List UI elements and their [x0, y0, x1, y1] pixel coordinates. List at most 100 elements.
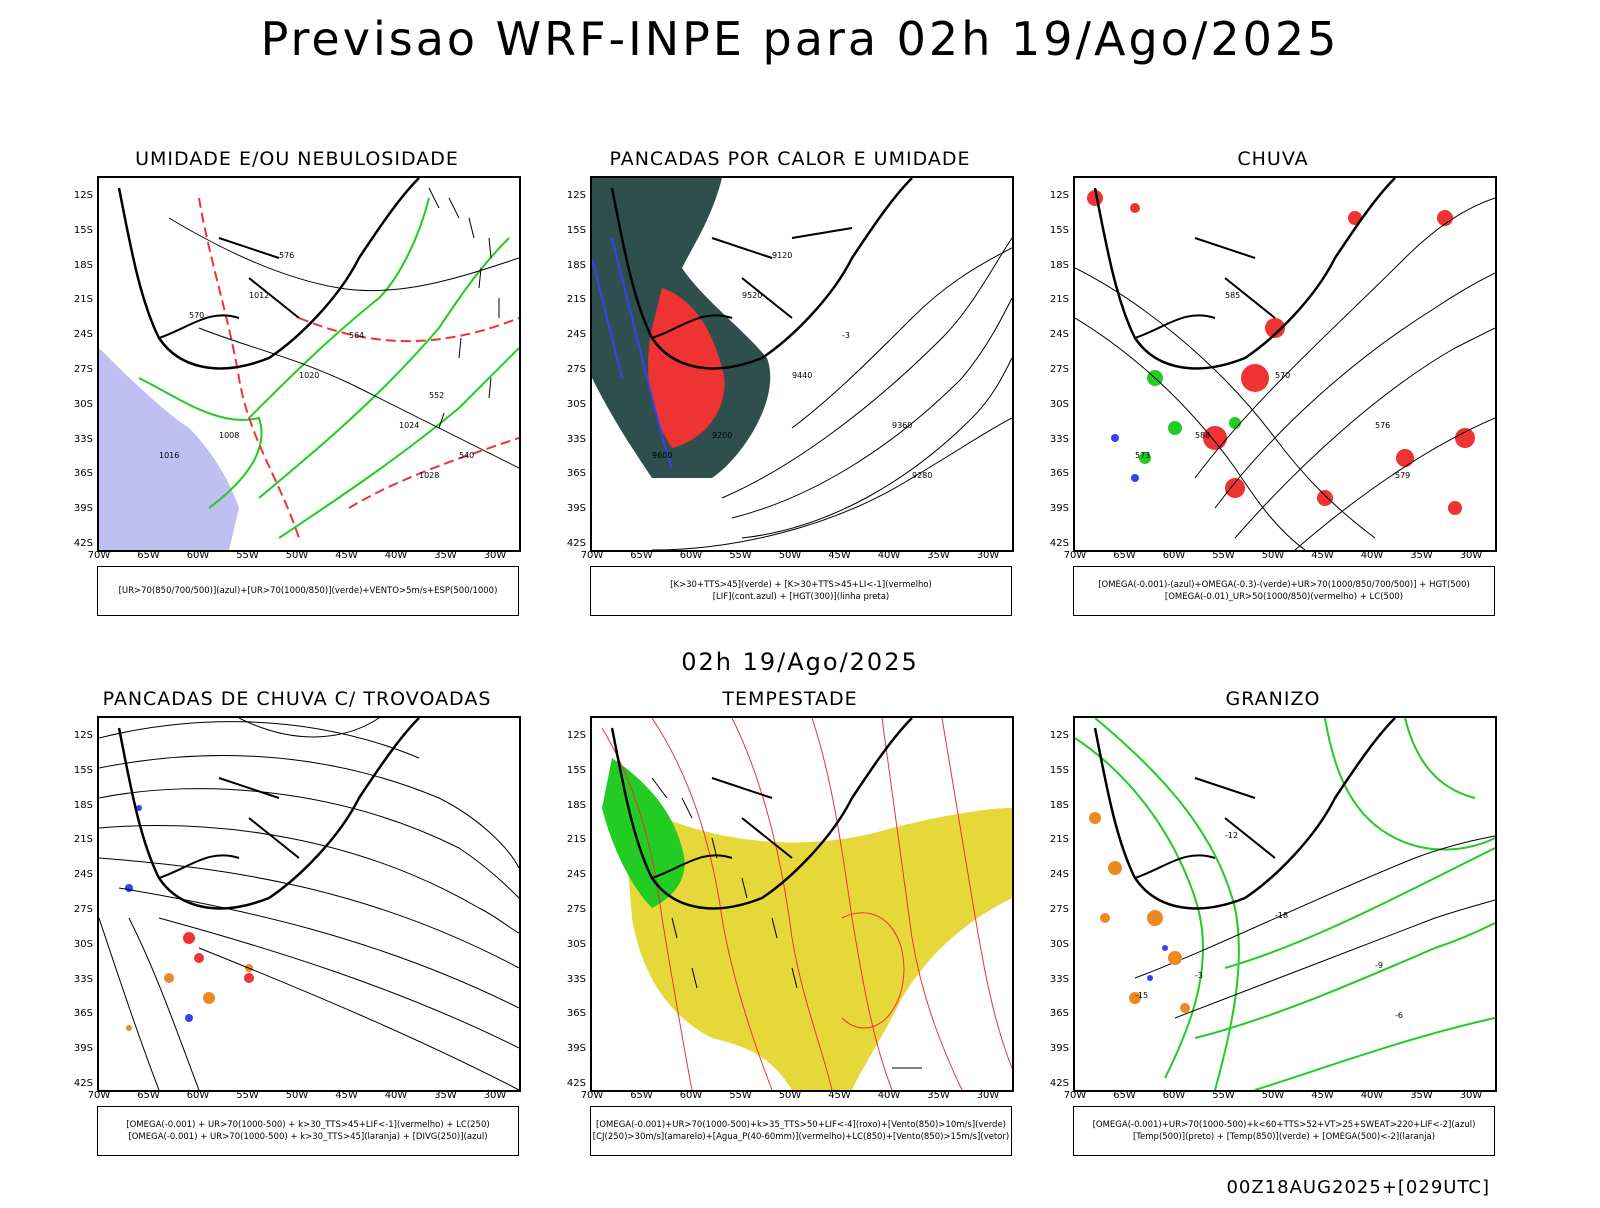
- contour-label: 1024: [399, 421, 419, 430]
- hgt-contour: [1234, 327, 1495, 539]
- red-area: [648, 288, 725, 448]
- longitude-tick-label: 70W: [1063, 1090, 1087, 1101]
- blue-rain-patches: [1111, 434, 1139, 482]
- hgt-contour: [1194, 197, 1495, 479]
- panel-pancadas-calor: PANCADAS POR CALOR E UMIDADE 9520 9600 944…: [560, 148, 1020, 668]
- panel-umidade: UMIDADE E/OU NEBULOSIDADE 1012 1016 1020 10…: [67, 148, 527, 668]
- longitude-tick-label: 45W: [335, 550, 358, 561]
- contour-label: 576: [279, 251, 294, 260]
- legend: [OMEGA(-0.001)+UR>70(1000-500)+k<60+TTS>…: [1073, 1106, 1495, 1156]
- legend: [OMEGA(-0.001)+UR>70(1000-500)+k>35_TTS>…: [590, 1106, 1012, 1156]
- latitude-tick-label: 24S: [566, 329, 586, 341]
- latitude-tick-label: 39S: [1049, 1043, 1069, 1055]
- panel-title: UMIDADE E/OU NEBULOSIDADE: [135, 148, 459, 170]
- contour-label: 588: [1195, 431, 1210, 440]
- latitude-tick-label: 33S: [566, 973, 586, 985]
- latitude-tick-label: 42S: [73, 1078, 93, 1089]
- latitude-tick-label: 27S: [566, 904, 586, 915]
- hgt-contour: [721, 237, 1012, 499]
- map-granizo-svg: -12 -15 -18 -9 -6 -3: [1075, 718, 1495, 1090]
- contour-label: 540: [459, 451, 474, 460]
- legend: [K>30+TTS>45](verde) + [K>30+TTS>45+LI<-…: [590, 566, 1012, 616]
- latitude-tick-label: 24S: [73, 869, 93, 881]
- longitude-tick-label: 45W: [1311, 1090, 1334, 1101]
- latitude-tick-label: 39S: [1049, 503, 1069, 515]
- contour-label: 576: [1375, 421, 1390, 430]
- latitude-tick-label: 15S: [1049, 764, 1069, 776]
- latitude-tick-label: 33S: [73, 973, 93, 985]
- contour-label: 570: [1275, 371, 1290, 380]
- latitude-tick-label: 12S: [73, 730, 93, 741]
- longitude-tick-label: 55W: [1212, 1090, 1235, 1101]
- longitude-tick-label: 60W: [679, 1090, 703, 1101]
- green-rain-patches: [1139, 370, 1241, 464]
- map-tempestade-svg: [601, 718, 1012, 1090]
- map-chuva: 585 573 570 576 579 588: [1073, 176, 1497, 552]
- latitude-tick-label: 30S: [1049, 398, 1069, 410]
- latitude-tick-label: 30S: [566, 398, 586, 410]
- blue-divg-patches: [125, 805, 193, 1022]
- longitude-tick-label: 30W: [976, 1090, 1000, 1101]
- humidity-blue-area: [99, 348, 239, 550]
- latitude-tick-label: 39S: [566, 503, 586, 515]
- latitude-tick-label: 36S: [1049, 1008, 1069, 1020]
- panel-title: GRANIZO: [1225, 688, 1321, 710]
- streamlines: [99, 718, 519, 1090]
- contour-label: 9280: [912, 471, 932, 480]
- contour-label: -9: [1375, 961, 1383, 970]
- panel-trovoadas: PANCADAS DE CHUVA C/ TROVOADAS: [67, 688, 527, 1208]
- latitude-tick-label: 21S: [73, 834, 93, 846]
- latitude-tick-label: 33S: [1049, 433, 1069, 445]
- hgt-contour: [651, 417, 1012, 550]
- longitude-tick-label: 45W: [828, 550, 851, 561]
- longitude-tick-label: 35W: [1410, 550, 1433, 561]
- latitude-tick-label: 21S: [73, 294, 93, 306]
- contour-red-dashed: [298, 317, 519, 343]
- legend-line: [UR>70(850/700/500)](azul)+[UR>70(1000/8…: [118, 586, 498, 596]
- wind-green-area: [602, 758, 685, 908]
- contour-green: [248, 197, 430, 419]
- panel-title: CHUVA: [1237, 148, 1309, 170]
- latitude-tick-label: 36S: [566, 1008, 586, 1020]
- map-pancadas-calor-svg: 9520 9600 9440 9360 9280 9200 9120 -3: [592, 178, 1012, 550]
- contour-label: 9200: [712, 431, 732, 440]
- legend-line: [OMEGA(-0.001) + UR>70(1000-500) + k>30_…: [128, 1132, 488, 1142]
- panel-title: TEMPESTADE: [722, 688, 858, 710]
- red-storm-patches: [183, 932, 254, 983]
- longitude-tick-label: 40W: [384, 1090, 408, 1101]
- wind-vectors-850: [651, 777, 922, 1069]
- legend-line: [OMEGA(-0.001)+UR>70(1000-500)+k<60+TTS>…: [1092, 1120, 1476, 1130]
- borders: [1134, 777, 1276, 879]
- borders: [651, 777, 793, 879]
- longitude-tick-label: 70W: [1063, 550, 1087, 561]
- temp850-green-contours: [1075, 718, 1495, 1090]
- map-umidade: 1012 1016 1020 1024 1028 1008 576 564 552 540 570: [97, 176, 521, 552]
- longitude-tick-label: 65W: [630, 1090, 653, 1101]
- latitude-tick-label: 18S: [566, 259, 586, 271]
- longitude-tick-label: 50W: [1261, 550, 1285, 561]
- contour-label: 579: [1395, 471, 1410, 480]
- longitude-tick-label: 55W: [236, 550, 259, 561]
- hgt-contour: [1075, 317, 1306, 550]
- longitude-tick-label: 70W: [580, 1090, 604, 1101]
- longitude-tick-label: 55W: [729, 1090, 752, 1101]
- contour-label: 552: [429, 391, 444, 400]
- latitude-tick-label: 27S: [566, 364, 586, 375]
- longitude-tick-label: 60W: [186, 1090, 210, 1101]
- latitude-tick-label: 21S: [566, 834, 586, 846]
- hgt-contour: [791, 247, 1012, 429]
- latitude-tick-label: 33S: [73, 433, 93, 445]
- latitude-tick-label: 12S: [73, 190, 93, 201]
- coastline: [117, 718, 420, 910]
- hgt-contour: [741, 357, 1012, 539]
- jet-yellow-area: [622, 798, 1012, 1090]
- coastline: [117, 178, 420, 370]
- latitude-tick-label: 18S: [73, 259, 93, 271]
- contour-label: 585: [1225, 291, 1240, 300]
- contour-label: 9360: [892, 421, 912, 430]
- legend: [OMEGA(-0.001)-(azul)+OMEGA(-0.3)-(verde…: [1073, 566, 1495, 616]
- latitude-tick-label: 30S: [73, 398, 93, 410]
- legend-line: [OMEGA(-0.001)+UR>70(1000-500)+k>35_TTS>…: [596, 1120, 1006, 1130]
- legend-line: [LIF](cont.azul) + [HGT(300)](linha pret…: [712, 592, 890, 602]
- latitude-tick-label: 27S: [1049, 364, 1069, 375]
